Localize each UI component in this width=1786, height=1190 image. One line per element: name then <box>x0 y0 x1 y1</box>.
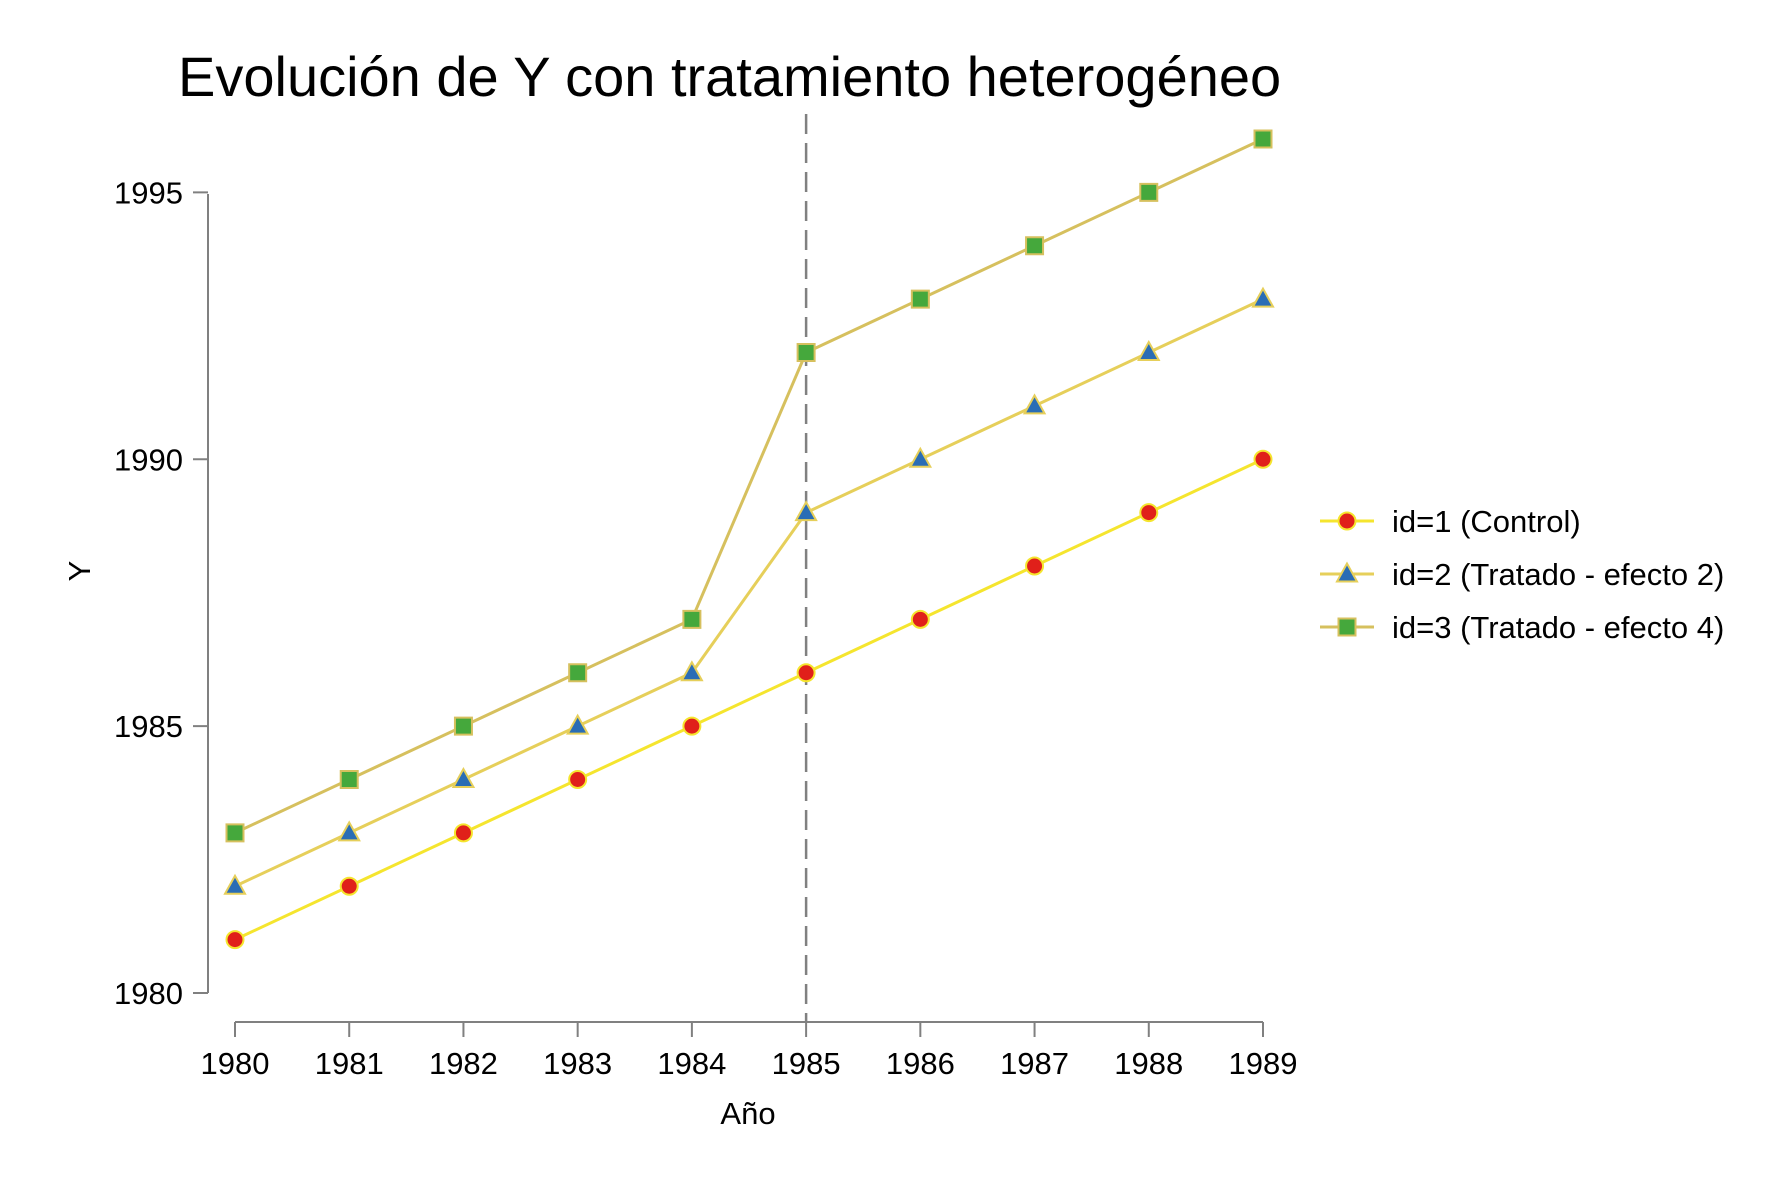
x-tick-label: 1981 <box>315 1046 384 1081</box>
legend-label: id=3 (Tratado - efecto 4) <box>1392 610 1724 645</box>
y-tick-label: 1985 <box>114 709 183 744</box>
y-tick-label: 1990 <box>114 442 183 477</box>
x-tick-label: 1989 <box>1229 1046 1298 1081</box>
series-2-point <box>1022 393 1047 415</box>
x-tick-label: 1985 <box>772 1046 841 1081</box>
legend-item-2: id=2 (Tratado - efecto 2) <box>1320 557 1724 592</box>
series-2-point <box>451 766 476 788</box>
x-tick-label: 1980 <box>201 1046 270 1081</box>
x-axis-label: Año <box>720 1096 775 1131</box>
series-2 <box>223 286 1275 895</box>
x-tick-label: 1982 <box>429 1046 498 1081</box>
series-3-point <box>339 770 359 789</box>
series-1-point <box>796 663 816 683</box>
series-2-point <box>565 713 590 735</box>
series-layer <box>223 129 1275 950</box>
series-3-point <box>1139 182 1159 202</box>
series-3-point <box>453 716 473 736</box>
series-1-point <box>1139 503 1159 523</box>
legend-item-3: id=3 (Tratado - efecto 4) <box>1320 610 1724 645</box>
y-axis-ticks: 1980 1985 1990 1995 <box>114 175 208 1011</box>
series-2-point <box>1137 339 1161 361</box>
series-1-point <box>225 930 245 950</box>
x-axis-ticks: 1980 1981 1982 1983 1984 1985 1986 1987 1988 1989 <box>201 1022 1298 1081</box>
series-2-point <box>337 820 361 842</box>
legend-label: id=1 (Control) <box>1392 504 1581 539</box>
series-1-line <box>234 457 1264 941</box>
x-tick-label: 1984 <box>657 1046 726 1081</box>
y-tick-label: 1980 <box>114 976 183 1011</box>
series-1-point <box>910 609 930 629</box>
series-2-point <box>680 660 704 682</box>
series-3-point <box>1253 129 1273 149</box>
series-3-point <box>568 663 588 683</box>
series-2-point <box>908 446 933 468</box>
y-axis-label: Y <box>62 561 97 582</box>
x-tick-label: 1987 <box>1000 1046 1069 1081</box>
series-1-point <box>682 716 702 736</box>
legend-swatch-marker <box>1337 617 1357 637</box>
chart-title: Evolución de Y con tratamiento heterogén… <box>178 45 1281 108</box>
series-3-point <box>796 343 816 362</box>
legend-swatch-marker <box>1335 561 1359 583</box>
series-2-point <box>794 500 818 522</box>
series-3-point <box>682 609 702 629</box>
legend-item-1: id=1 (Control) <box>1320 504 1581 539</box>
series-3-point <box>225 823 245 843</box>
series-2-line <box>234 297 1264 888</box>
series-1-point <box>1253 449 1273 469</box>
legend: id=1 (Control) id=2 (Tratado - efecto 2) i… <box>1320 504 1724 645</box>
series-2-point <box>223 873 247 895</box>
x-tick-label: 1986 <box>886 1046 955 1081</box>
series-1-point <box>453 823 473 843</box>
y-tick-label: 1995 <box>114 175 183 210</box>
legend-swatch-marker <box>1337 511 1357 531</box>
series-2-point <box>1251 286 1275 308</box>
series-3 <box>225 129 1273 843</box>
x-tick-label: 1988 <box>1114 1046 1183 1081</box>
series-1-point <box>568 770 588 789</box>
series-1 <box>225 449 1273 950</box>
series-3-line <box>234 137 1264 835</box>
series-3-point <box>1025 236 1045 256</box>
series-1-point <box>339 876 359 896</box>
legend-label: id=2 (Tratado - efecto 2) <box>1392 557 1724 592</box>
x-tick-label: 1983 <box>543 1046 612 1081</box>
series-3-point <box>910 289 930 309</box>
series-1-point <box>1025 556 1045 576</box>
